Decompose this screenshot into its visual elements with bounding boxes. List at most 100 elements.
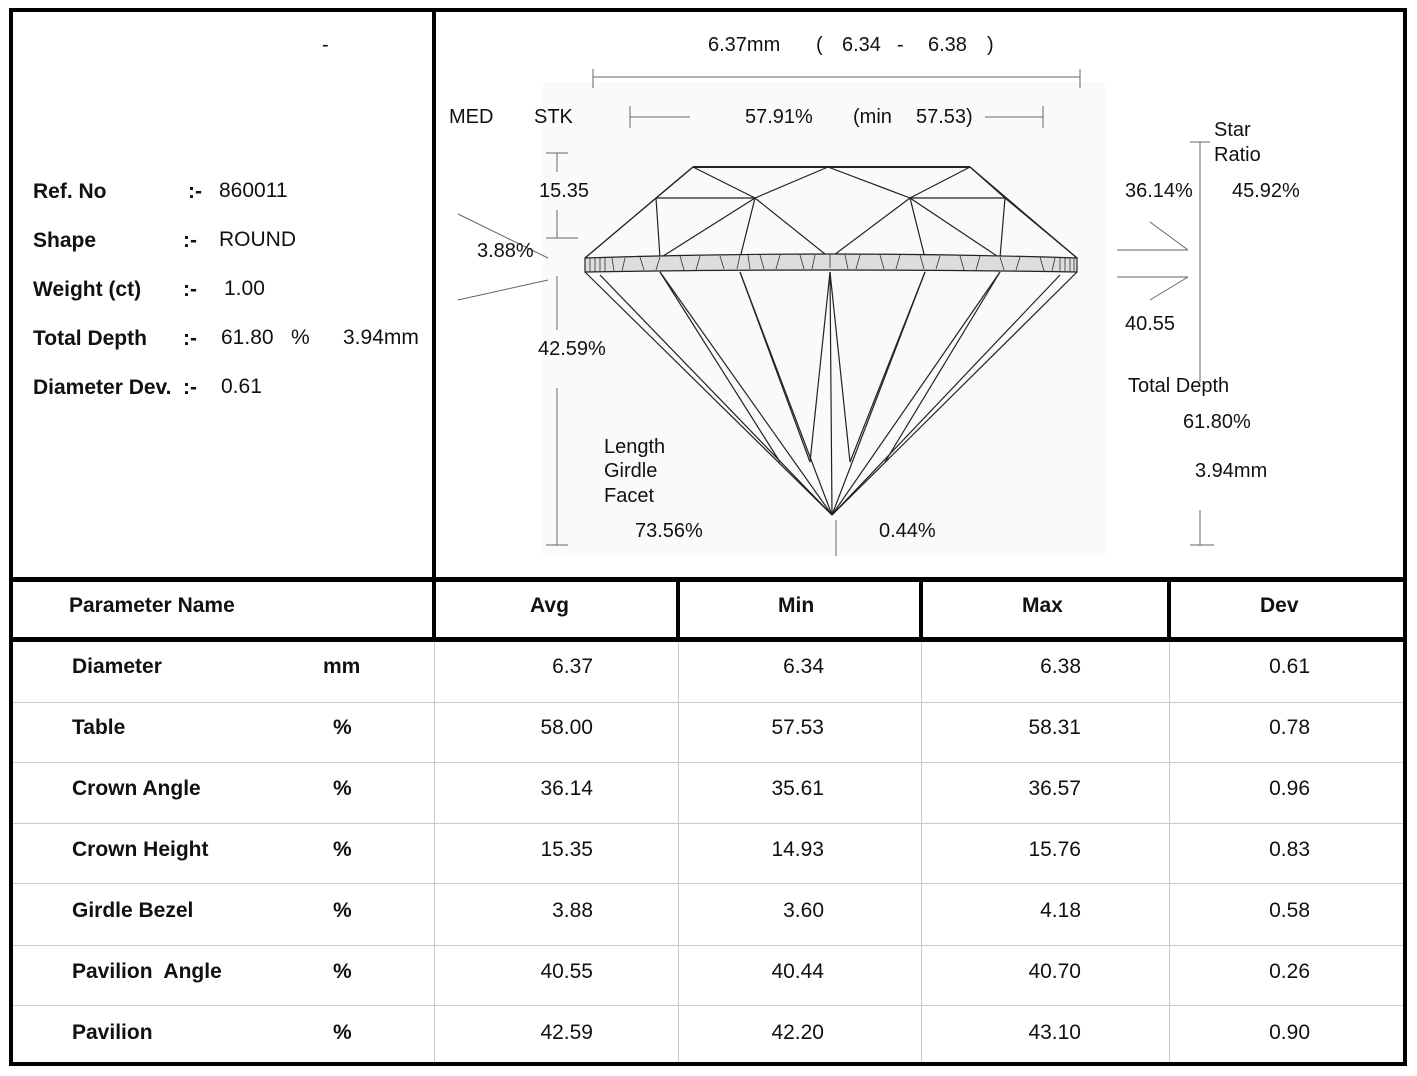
grid-col-1 xyxy=(434,642,435,1062)
pavilion-angle-value: 40.55 xyxy=(1125,313,1176,335)
row-max: 43.10 xyxy=(1028,1021,1081,1044)
row-avg: 42.59 xyxy=(540,1021,593,1044)
crown-angle-value: 36.14% xyxy=(1125,180,1193,202)
grid-row-5 xyxy=(13,945,1403,946)
header-max: Max xyxy=(1022,594,1063,617)
row-dev: 0.78 xyxy=(1269,716,1310,739)
grid-col-3 xyxy=(921,642,922,1062)
diameter-dev-sep: :- xyxy=(183,376,197,399)
top-dash: - xyxy=(322,34,329,56)
row-max: 6.38 xyxy=(1040,655,1081,678)
row-dev: 0.83 xyxy=(1269,838,1310,861)
shape-label: Shape xyxy=(33,229,97,252)
row-name: Crown Angle xyxy=(72,777,201,800)
grid-row-1 xyxy=(13,702,1403,703)
row-name: Girdle Bezel xyxy=(72,899,194,922)
weight-label: Weight (ct) xyxy=(33,278,142,301)
row-min: 14.93 xyxy=(771,838,824,861)
star-label-1: Star xyxy=(1214,119,1251,141)
header-col-divider-4 xyxy=(1167,580,1171,640)
table-min-label: (min xyxy=(853,106,892,128)
diameter-close-paren: ) xyxy=(987,34,994,56)
row-avg: 36.14 xyxy=(540,777,593,800)
shape-sep: :- xyxy=(183,229,197,252)
row-avg: 58.00 xyxy=(540,716,593,739)
row-min: 35.61 xyxy=(771,777,824,800)
total-depth-label: Total Depth xyxy=(33,327,147,350)
row-unit: % xyxy=(333,777,352,800)
med-label: MED xyxy=(449,106,494,128)
header-parameter-name: Parameter Name xyxy=(69,594,235,617)
row-dev: 0.26 xyxy=(1269,960,1310,983)
total-depth-mm: 3.94mm xyxy=(343,326,419,349)
row-name: Table xyxy=(72,716,126,739)
length-label-1: Length xyxy=(604,436,666,458)
row-name: Crown Height xyxy=(72,838,209,861)
row-unit: % xyxy=(333,960,352,983)
row-unit: % xyxy=(333,838,352,861)
row-min: 6.34 xyxy=(783,655,824,678)
header-col-divider-1 xyxy=(432,580,436,640)
grid-row-2 xyxy=(13,762,1403,763)
grid-row-6 xyxy=(13,1005,1403,1006)
row-unit: % xyxy=(333,899,352,922)
row-name: Diameter xyxy=(72,655,162,678)
star-ratio-value: 45.92% xyxy=(1232,180,1300,202)
row-dev: 0.58 xyxy=(1269,899,1310,922)
total-depth-diag-label: Total Depth xyxy=(1128,375,1230,397)
top-divider-vertical xyxy=(432,8,436,582)
grid-col-2 xyxy=(678,642,679,1062)
diameter-dev-label: Diameter Dev. xyxy=(33,376,172,399)
row-name: Pavilion xyxy=(72,1021,153,1044)
row-unit: % xyxy=(333,716,352,739)
diameter-min: 6.34 xyxy=(842,34,881,56)
row-min: 42.20 xyxy=(771,1021,824,1044)
total-depth-unit: % xyxy=(291,326,310,349)
header-col-divider-2 xyxy=(676,580,680,640)
row-avg: 40.55 xyxy=(540,960,593,983)
table-min-value: 57.53) xyxy=(916,106,973,128)
row-max: 36.57 xyxy=(1028,777,1081,800)
header-avg: Avg xyxy=(530,594,569,617)
diameter-dash: - xyxy=(897,34,904,56)
diameter-dev-value: 0.61 xyxy=(221,375,262,398)
pavilion-depth-value: 42.59% xyxy=(538,338,606,360)
shape-value: ROUND xyxy=(219,228,296,251)
row-max: 4.18 xyxy=(1040,899,1081,922)
report-frame xyxy=(9,8,1407,1066)
row-min: 40.44 xyxy=(771,960,824,983)
header-dev: Dev xyxy=(1260,594,1299,617)
row-max: 58.31 xyxy=(1028,716,1081,739)
lgf-value: 73.56% xyxy=(635,520,703,542)
row-avg: 6.37 xyxy=(552,655,593,678)
ref-no-sep: :- xyxy=(188,180,202,203)
diameter-open-paren: ( xyxy=(816,34,823,56)
row-name: Pavilion Angle xyxy=(72,960,222,983)
total-depth-diag-pct: 61.80% xyxy=(1183,411,1251,433)
star-label-2: Ratio xyxy=(1214,144,1261,166)
row-unit: % xyxy=(333,1021,352,1044)
row-max: 15.76 xyxy=(1028,838,1081,861)
diameter-text: 6.37mm xyxy=(708,34,781,56)
row-min: 57.53 xyxy=(771,716,824,739)
table-pct: 57.91% xyxy=(745,106,813,128)
row-dev: 0.61 xyxy=(1269,655,1310,678)
diamond-diagram xyxy=(457,69,1214,556)
total-depth-value: 61.80 xyxy=(221,326,274,349)
diameter-max: 6.38 xyxy=(928,34,967,56)
length-label-2: Girdle xyxy=(604,460,658,482)
ref-no-label: Ref. No xyxy=(33,180,107,203)
row-avg: 15.35 xyxy=(540,838,593,861)
row-dev: 0.96 xyxy=(1269,777,1310,800)
total-depth-diag-mm: 3.94mm xyxy=(1195,460,1268,482)
length-label-3: Facet xyxy=(604,485,655,507)
diagram-background xyxy=(543,82,1105,556)
row-dev: 0.90 xyxy=(1269,1021,1310,1044)
total-depth-sep: :- xyxy=(183,327,197,350)
row-min: 3.60 xyxy=(783,899,824,922)
header-min: Min xyxy=(778,594,815,617)
grid-row-3 xyxy=(13,823,1403,824)
header-row-divider xyxy=(9,637,1407,642)
section-divider xyxy=(9,577,1407,582)
grid-col-4 xyxy=(1169,642,1170,1062)
